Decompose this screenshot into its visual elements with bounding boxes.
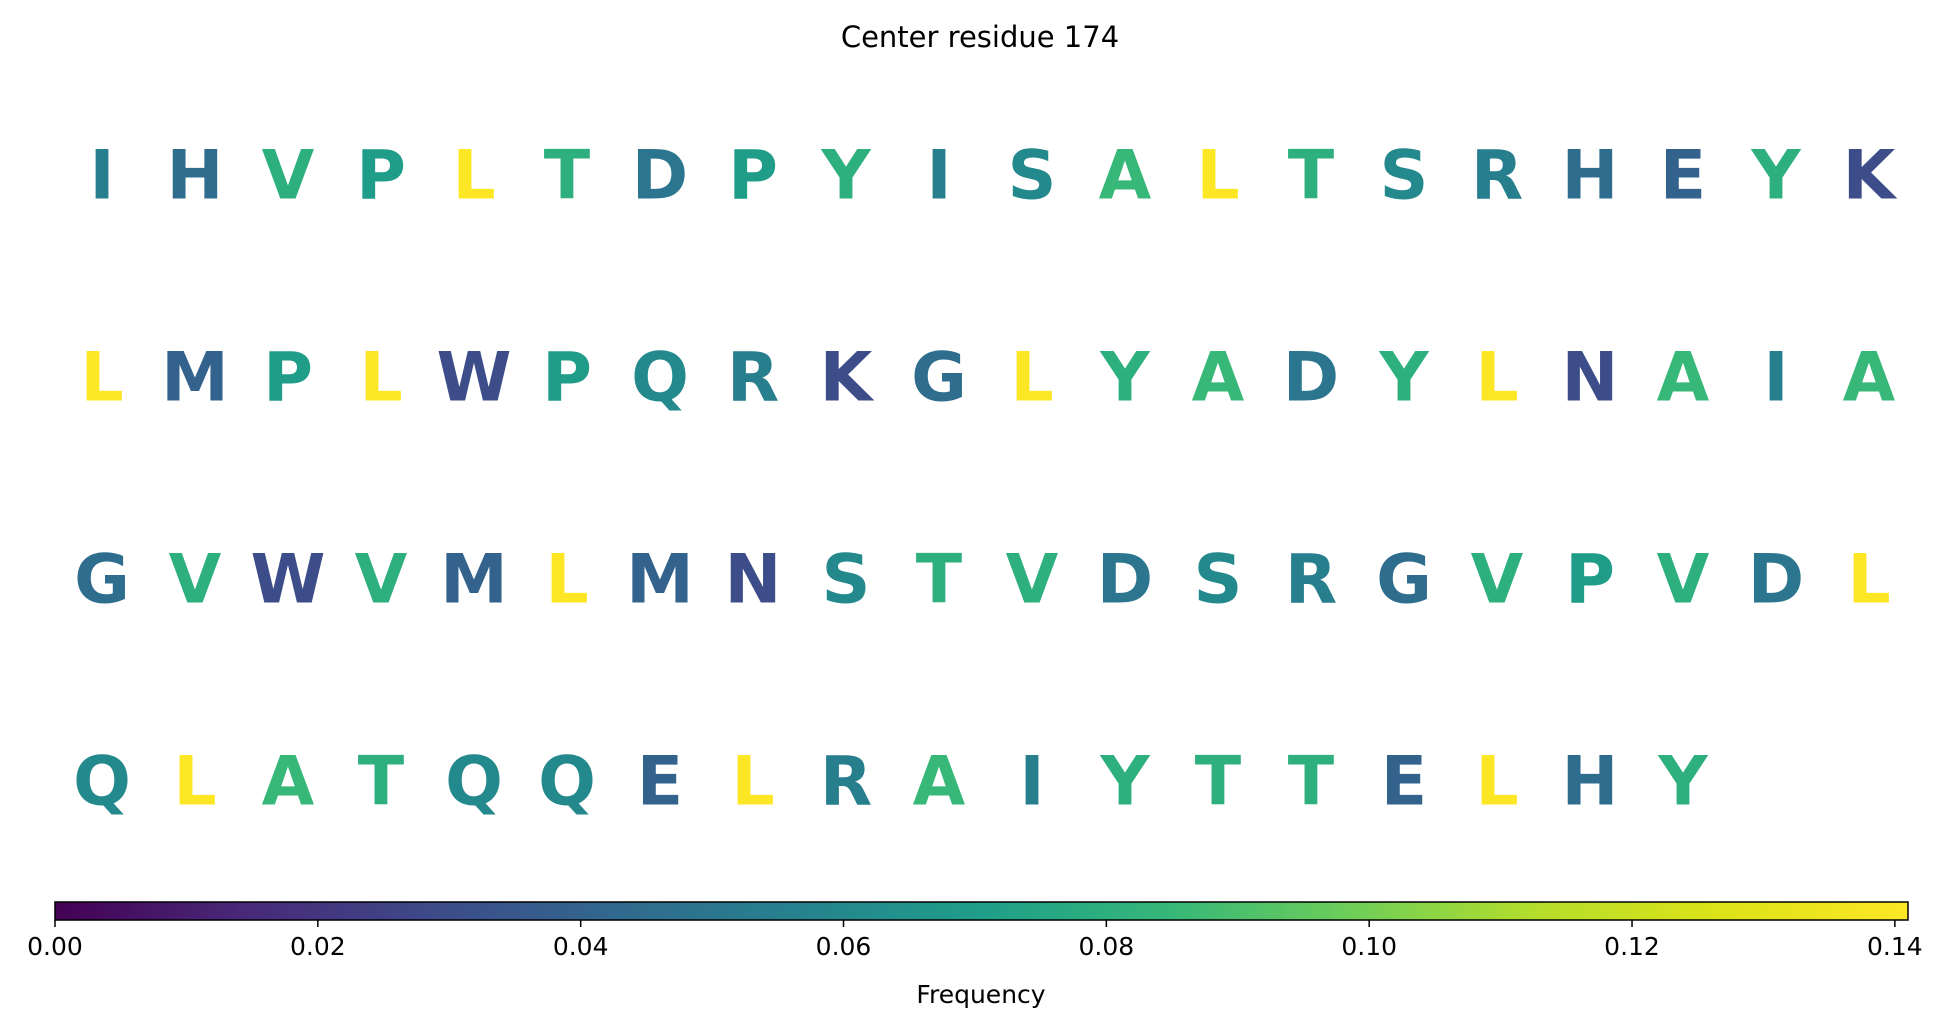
residue-letter: A bbox=[913, 743, 966, 822]
residue-letter: A bbox=[1099, 137, 1152, 216]
residue-letter: G bbox=[911, 339, 967, 418]
residue-letter: K bbox=[820, 339, 875, 418]
residue-letter: L bbox=[1475, 339, 1518, 418]
residue-letter: S bbox=[1194, 541, 1243, 620]
residue-letter: I bbox=[1763, 339, 1788, 418]
residue-letter: I bbox=[89, 137, 114, 216]
residue-letter: Y bbox=[1750, 137, 1801, 216]
residue-letter: L bbox=[545, 541, 588, 620]
residue-letter: A bbox=[1657, 339, 1710, 418]
residue-letter: H bbox=[1562, 137, 1619, 216]
residue-letter: N bbox=[1562, 339, 1619, 418]
residue-letter: K bbox=[1843, 137, 1898, 216]
residue-letter: E bbox=[1660, 137, 1706, 216]
residue-letter: M bbox=[626, 541, 694, 620]
residue-letter: D bbox=[1748, 541, 1804, 620]
residue-letter: Y bbox=[1099, 339, 1150, 418]
residue-letter: D bbox=[632, 137, 688, 216]
residue-letter: P bbox=[263, 339, 313, 418]
residue-letter: L bbox=[731, 743, 774, 822]
residue-letter: W bbox=[250, 541, 325, 620]
residue-letter: L bbox=[452, 137, 495, 216]
residue-letter: H bbox=[1562, 743, 1619, 822]
residue-letter: T bbox=[358, 743, 405, 822]
residue-letter: P bbox=[542, 339, 592, 418]
residue-letter: V bbox=[1657, 541, 1710, 620]
colorbar: 0.00 0.02 0.04 0.06 0.08 0.10 0.12 0.14 Frequen… bbox=[27, 901, 1923, 1009]
residue-letter: L bbox=[1196, 137, 1239, 216]
residue-letter: I bbox=[1019, 743, 1044, 822]
residue-letter: A bbox=[1192, 339, 1245, 418]
residue-letter: P bbox=[1565, 541, 1615, 620]
residue-letter: L bbox=[1847, 541, 1890, 620]
colorbar-tick-label: 0.12 bbox=[1604, 932, 1660, 961]
residue-letter: A bbox=[1843, 339, 1896, 418]
residue-letter: T bbox=[1195, 743, 1242, 822]
residue-letter: Y bbox=[1657, 743, 1708, 822]
residue-letter: V bbox=[262, 137, 315, 216]
residue-letter: Q bbox=[445, 743, 503, 822]
residue-letter: Q bbox=[631, 339, 689, 418]
residue-letter: R bbox=[727, 339, 779, 418]
colorbar-tick-label: 0.08 bbox=[1079, 932, 1135, 961]
residue-letter: L bbox=[1010, 339, 1053, 418]
residue-letter: G bbox=[74, 541, 130, 620]
colorbar-tick-label: 0.04 bbox=[553, 932, 609, 961]
residue-letter: L bbox=[80, 339, 123, 418]
residue-letter: T bbox=[916, 541, 963, 620]
residue-letter: N bbox=[725, 541, 782, 620]
colorbar-tick-label: 0.00 bbox=[27, 932, 83, 961]
residue-letter: A bbox=[262, 743, 315, 822]
residue-letter: L bbox=[359, 339, 402, 418]
residue-letter: Q bbox=[538, 743, 596, 822]
colorbar-tick-label: 0.14 bbox=[1867, 932, 1923, 961]
residue-letter: Q bbox=[73, 743, 131, 822]
residue-letter: V bbox=[169, 541, 222, 620]
colorbar-tick-label: 0.10 bbox=[1341, 932, 1397, 961]
residue-letter: V bbox=[1006, 541, 1059, 620]
residue-letter: L bbox=[1475, 743, 1518, 822]
colorbar-label: Frequency bbox=[916, 980, 1045, 1009]
residue-letter: T bbox=[544, 137, 591, 216]
residue-letter: W bbox=[436, 339, 511, 418]
residue-letter: T bbox=[1288, 137, 1335, 216]
residue-letter: D bbox=[1283, 339, 1339, 418]
residue-letter: R bbox=[820, 743, 872, 822]
colorbar-tick-label: 0.02 bbox=[290, 932, 346, 961]
residue-letter: V bbox=[1471, 541, 1524, 620]
residue-letter-grid: I H V P L T D P Y I S A L T S R H E Y KL M P L W P Q R K G L Y A D Y L N A I A… bbox=[73, 137, 1898, 822]
residue-letter: R bbox=[1285, 541, 1337, 620]
chart-title: Center residue 174 bbox=[841, 20, 1119, 54]
residue-letter: S bbox=[1008, 137, 1057, 216]
residue-letter: M bbox=[161, 339, 229, 418]
residue-letter: D bbox=[1097, 541, 1153, 620]
residue-letter: P bbox=[728, 137, 778, 216]
residue-letter: V bbox=[355, 541, 408, 620]
residue-letter: E bbox=[637, 743, 683, 822]
colorbar-tick-label: 0.06 bbox=[816, 932, 872, 961]
residue-letter: G bbox=[1376, 541, 1432, 620]
residue-letter: H bbox=[167, 137, 224, 216]
residue-letter: Y bbox=[1099, 743, 1150, 822]
residue-letter: Y bbox=[1378, 339, 1429, 418]
colorbar-ticks: 0.00 0.02 0.04 0.06 0.08 0.10 0.12 0.14 bbox=[27, 920, 1923, 961]
residue-letter: S bbox=[1380, 137, 1429, 216]
residue-letter: L bbox=[173, 743, 216, 822]
residue-letter: Y bbox=[820, 137, 871, 216]
residue-letter: E bbox=[1381, 743, 1427, 822]
residue-letter: T bbox=[1288, 743, 1335, 822]
residue-letter: M bbox=[440, 541, 508, 620]
residue-letter: I bbox=[926, 137, 951, 216]
colorbar-fill bbox=[54, 901, 1909, 921]
residue-letter: P bbox=[356, 137, 406, 216]
residue-letter: R bbox=[1471, 137, 1523, 216]
residue-letter: S bbox=[822, 541, 871, 620]
